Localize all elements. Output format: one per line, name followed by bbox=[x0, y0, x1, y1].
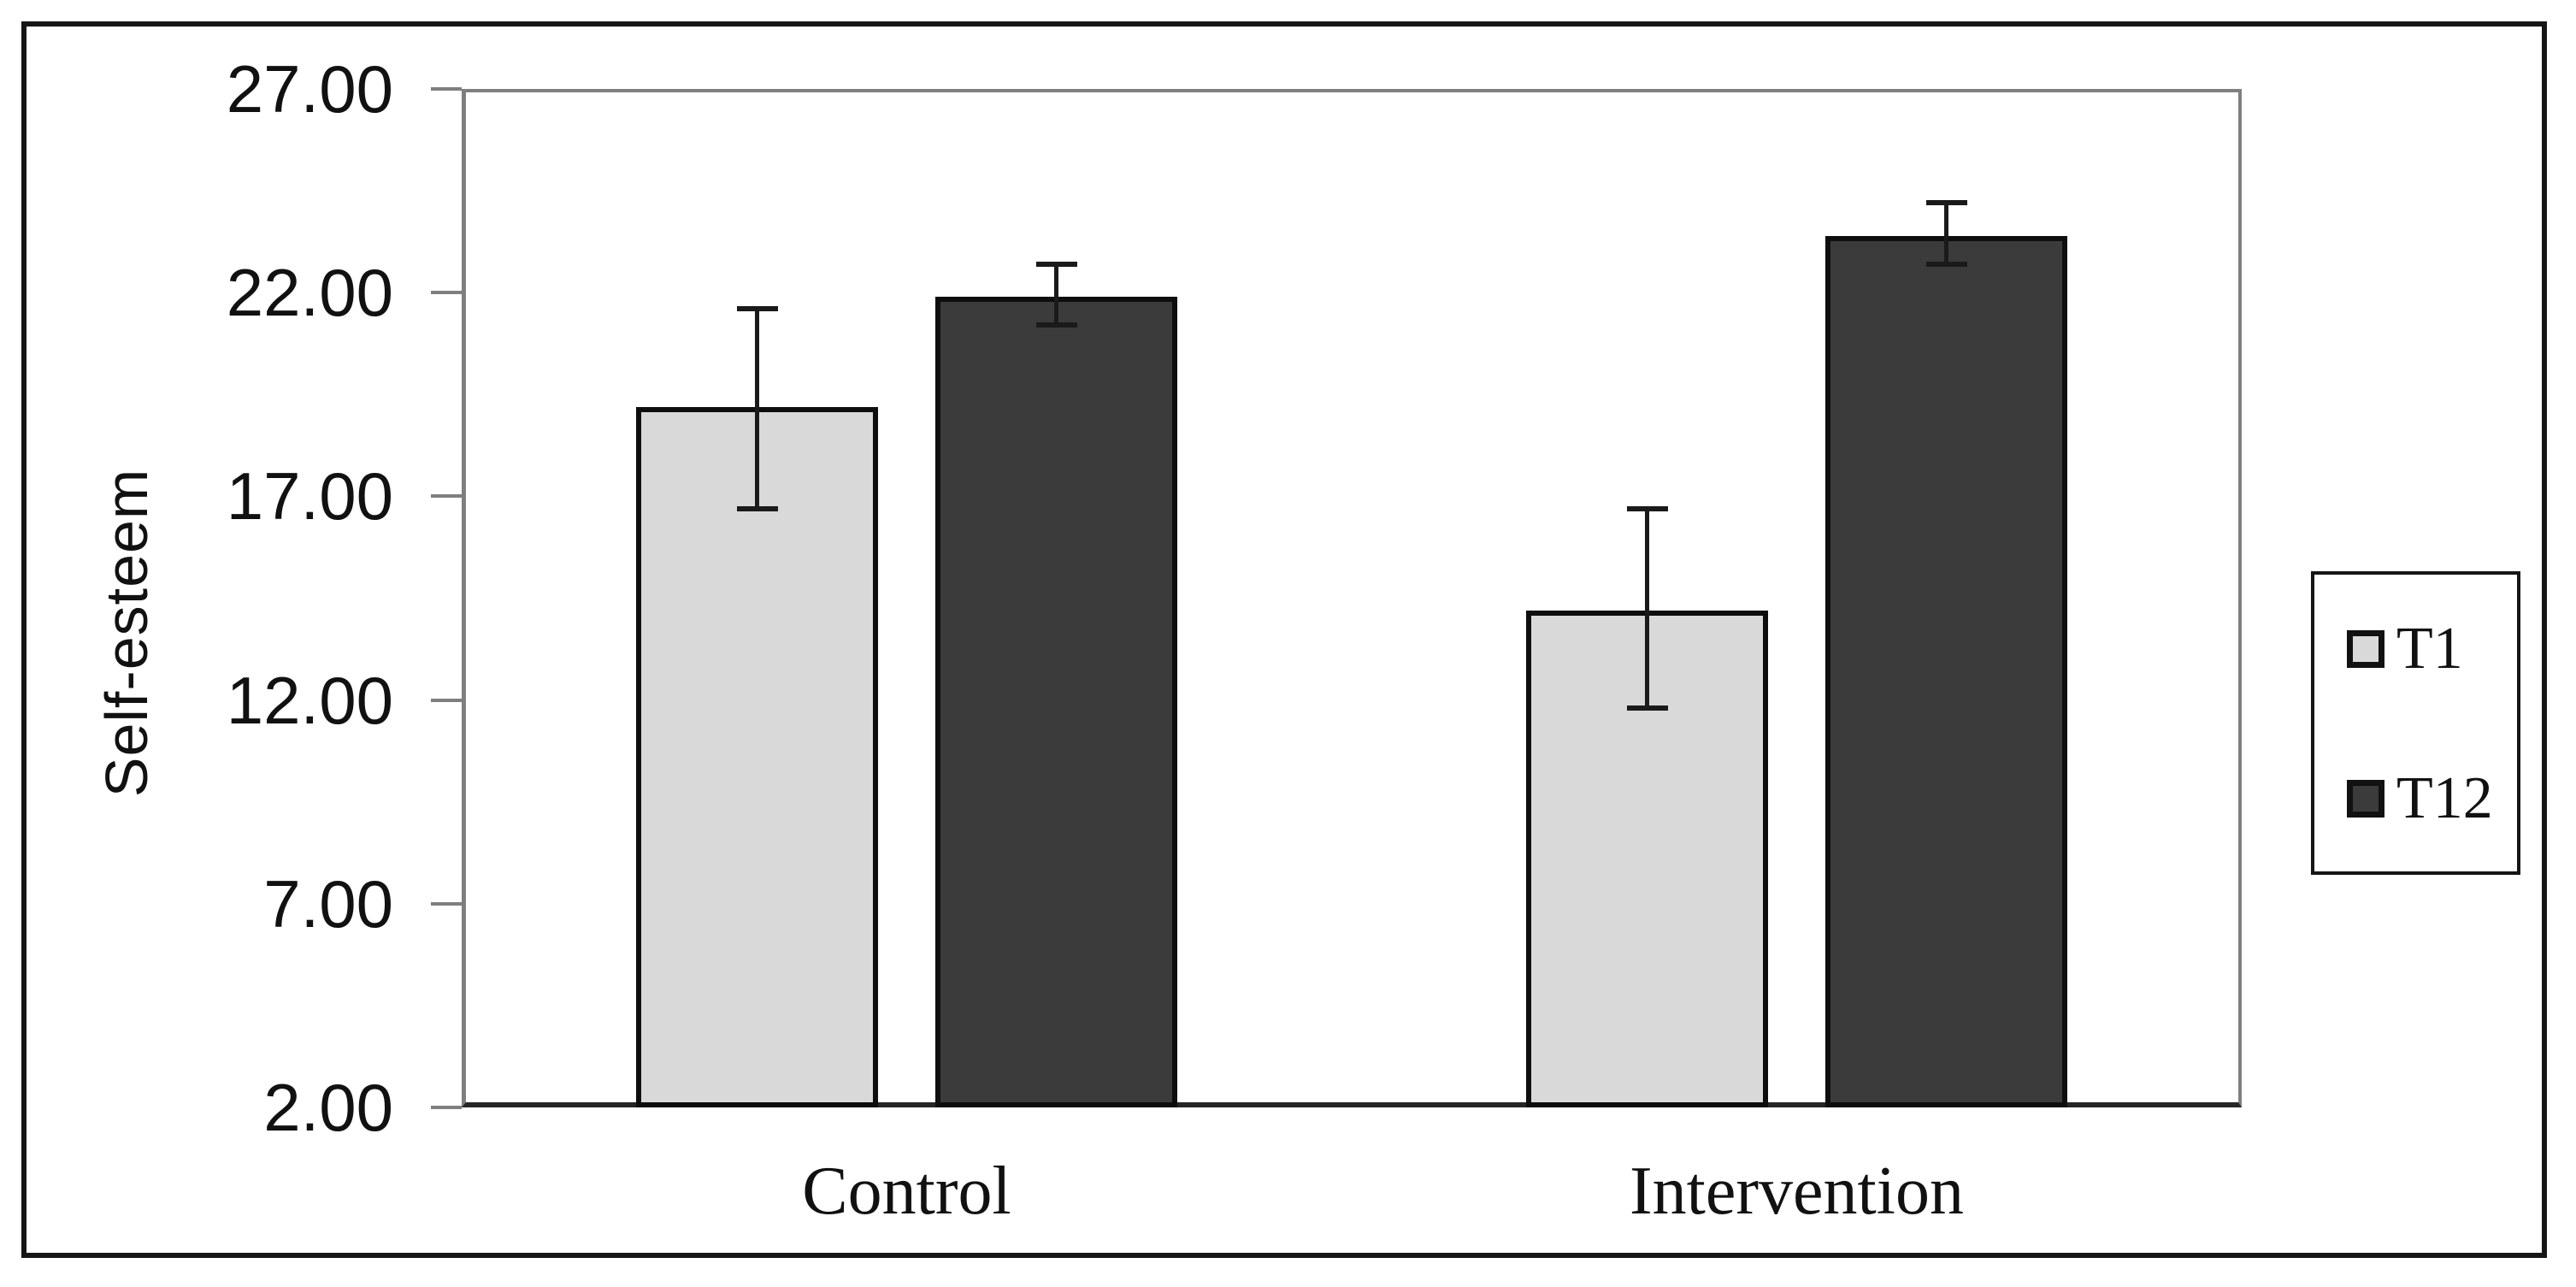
error-bar-line bbox=[755, 309, 759, 509]
x-axis-label-control: Control bbox=[802, 1154, 1011, 1229]
legend-swatch-t12 bbox=[2347, 780, 2384, 818]
bar-intervention-t12 bbox=[1825, 235, 2067, 1107]
bar-control-t1 bbox=[636, 406, 878, 1107]
y-tick-label: 17.00 bbox=[226, 458, 393, 534]
legend-item-t1: T1 bbox=[2347, 619, 2463, 679]
error-bar-line bbox=[1645, 508, 1649, 709]
legend-swatch-t1 bbox=[2347, 630, 2384, 668]
y-tick-mark bbox=[431, 291, 462, 295]
y-tick-mark bbox=[431, 87, 462, 91]
error-bar-cap-top bbox=[1925, 200, 1967, 206]
error-bar-cap-bottom bbox=[736, 505, 778, 511]
legend-label: T12 bbox=[2396, 765, 2493, 831]
bar-control-t12 bbox=[935, 296, 1177, 1107]
error-bar-cap-top bbox=[1035, 261, 1077, 267]
error-bar-line bbox=[1054, 263, 1058, 326]
figure-border bbox=[21, 21, 2547, 1258]
y-tick-mark bbox=[431, 1106, 462, 1109]
y-tick-mark bbox=[431, 698, 462, 702]
y-tick-label: 7.00 bbox=[263, 865, 393, 942]
error-bar-line bbox=[1944, 203, 1948, 264]
error-bar-cap-top bbox=[1626, 505, 1668, 511]
y-tick-mark bbox=[431, 494, 462, 499]
y-tick-label: 2.00 bbox=[263, 1070, 393, 1145]
y-tick-label: 22.00 bbox=[226, 255, 393, 331]
error-bar-cap-bottom bbox=[1626, 705, 1668, 711]
legend-label: T1 bbox=[2396, 616, 2463, 682]
error-bar-cap-bottom bbox=[1035, 322, 1077, 328]
y-tick-mark bbox=[431, 901, 462, 906]
y-tick-label: 12.00 bbox=[226, 662, 393, 738]
x-axis-label-intervention: Intervention bbox=[1630, 1154, 1964, 1229]
error-bar-cap-bottom bbox=[1925, 261, 1967, 267]
y-tick-label: 27.00 bbox=[226, 51, 393, 127]
legend-item-t12: T12 bbox=[2347, 769, 2493, 829]
error-bar-cap-top bbox=[736, 306, 778, 312]
legend: T1 T12 bbox=[2311, 571, 2520, 875]
